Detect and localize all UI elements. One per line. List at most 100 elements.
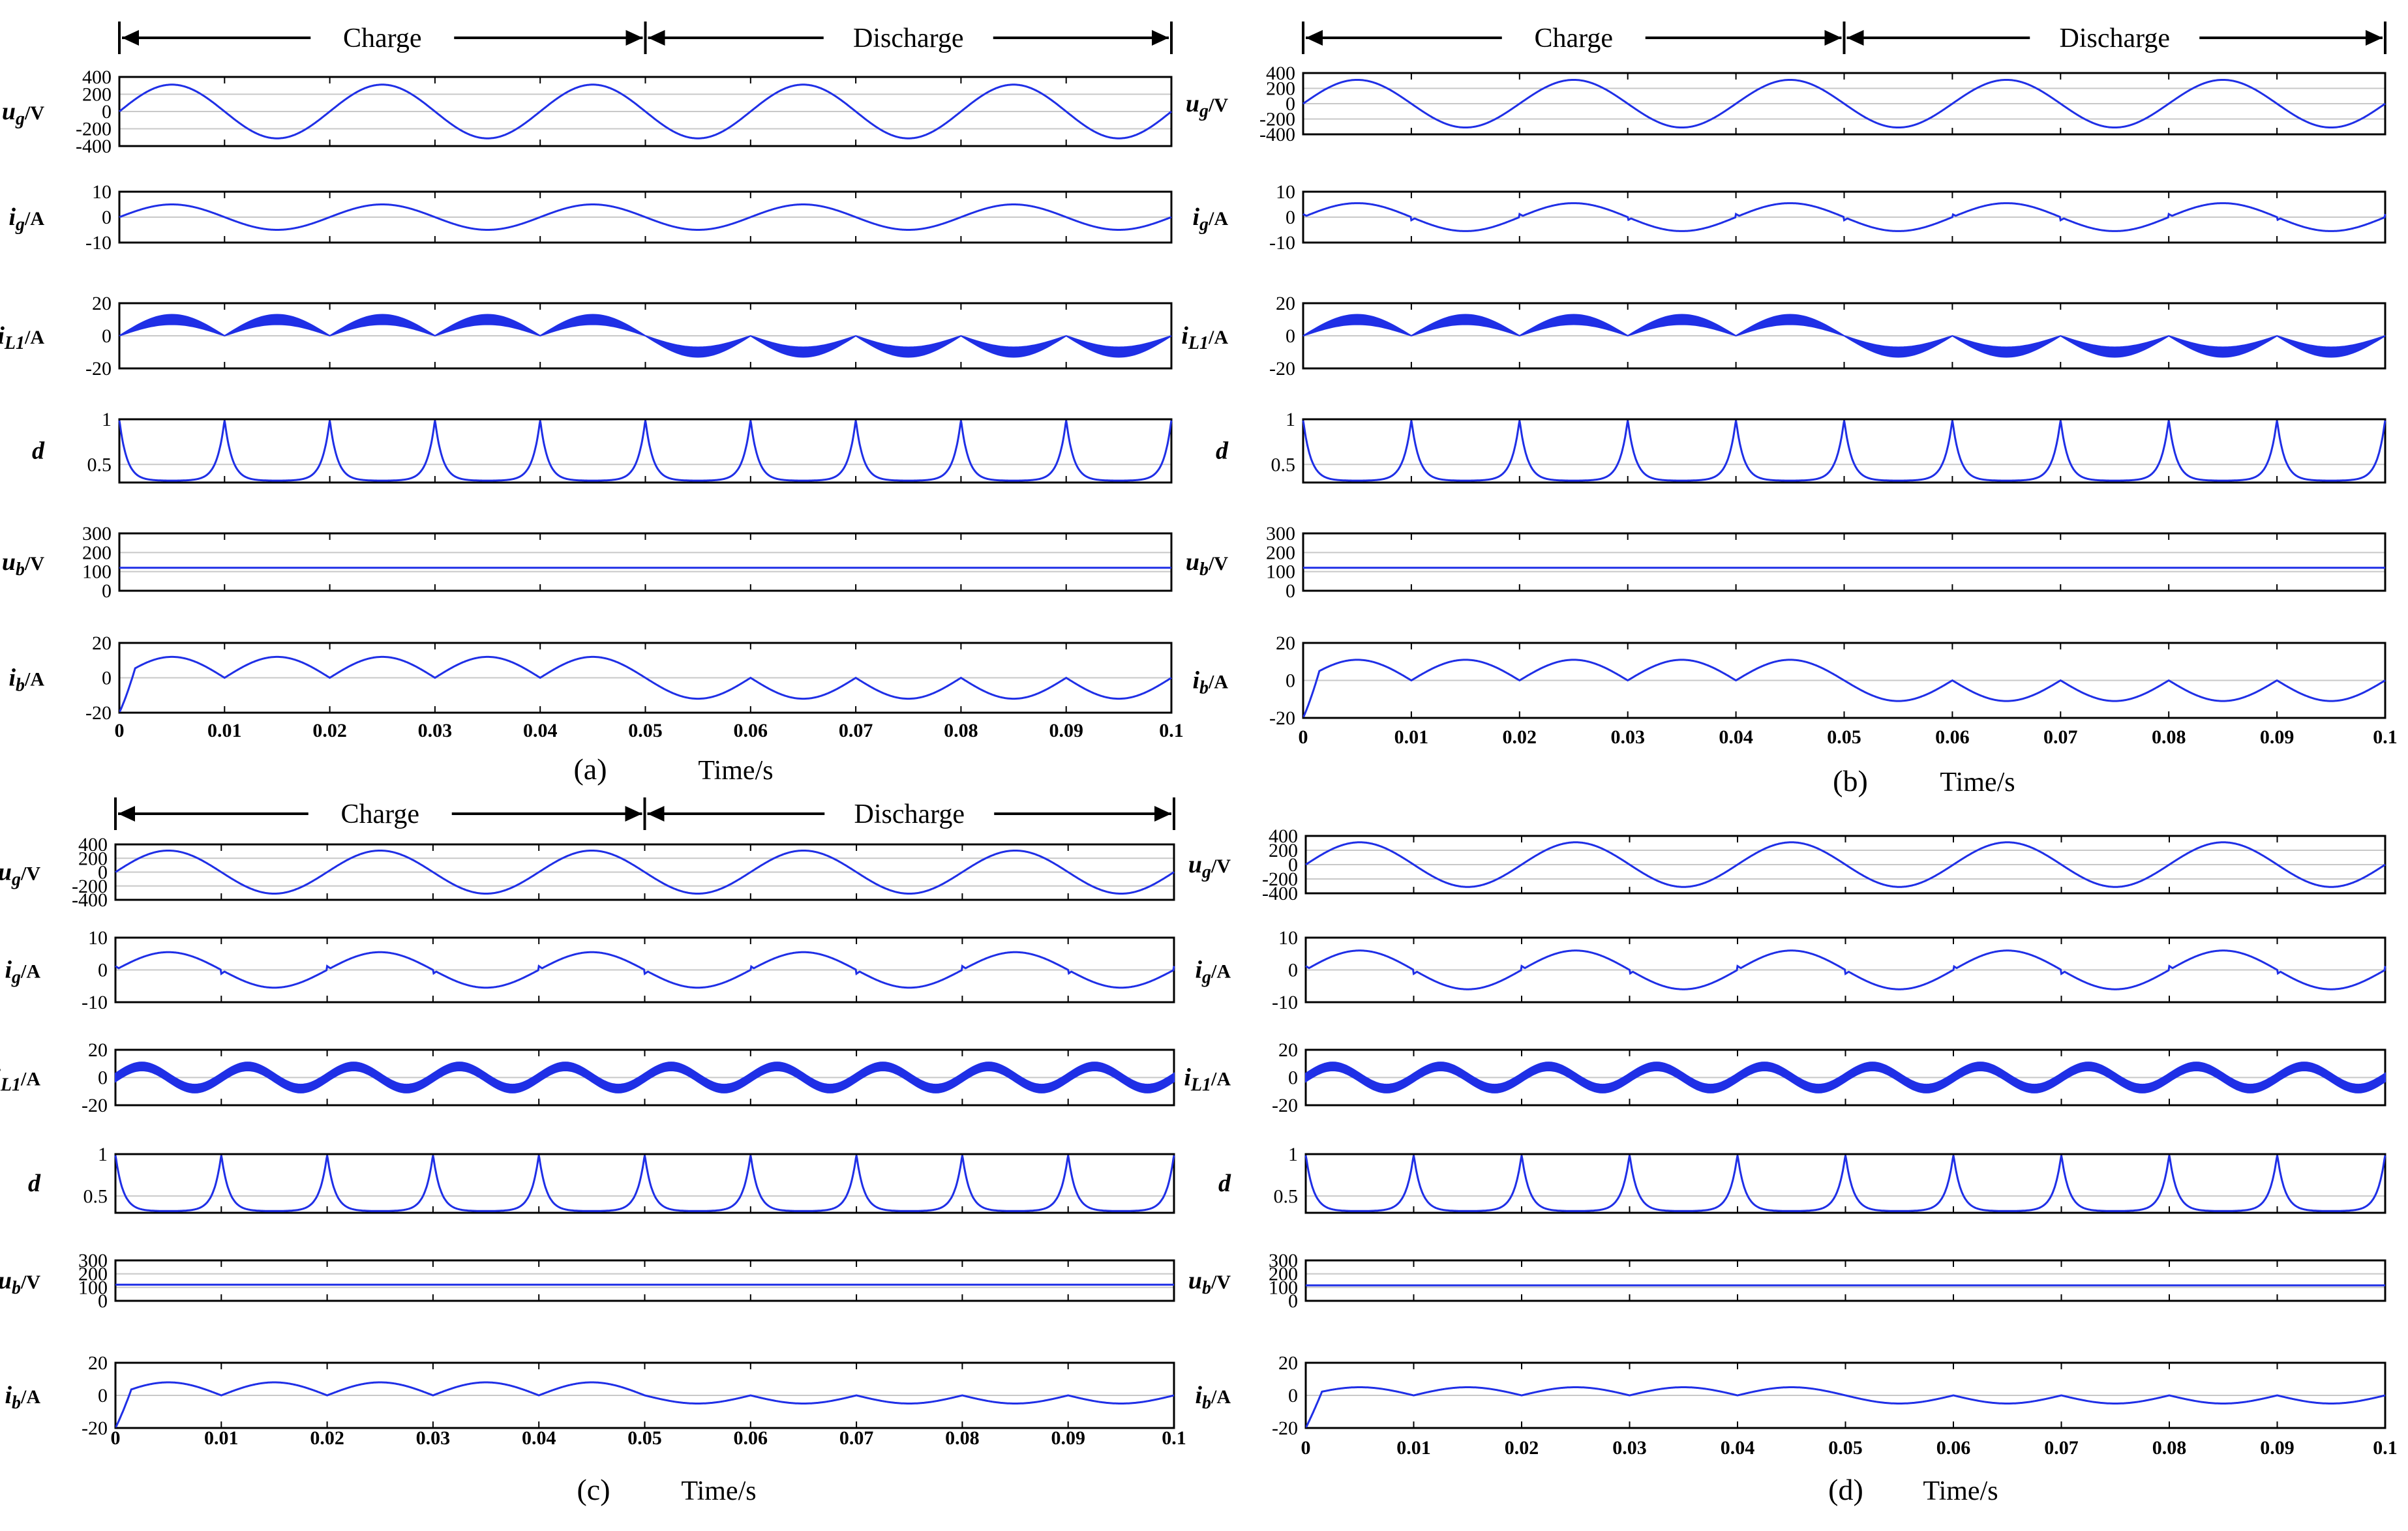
y-tick-label: 0	[102, 207, 112, 228]
y-axis-label: ub/V	[2, 548, 44, 580]
x-tick-label: 0.03	[418, 720, 453, 741]
x-tick-label: 0.06	[734, 1427, 768, 1449]
x-tick-label: 0	[115, 720, 125, 741]
series-ig	[1305, 949, 2386, 990]
x-tick-label: 0.01	[1394, 726, 1429, 748]
y-tick-label: 100	[78, 1277, 108, 1298]
plot-frame	[1302, 418, 2386, 484]
signal-d: 1 0.5 d	[1216, 409, 2386, 484]
y-tick-label: 0.5	[83, 1185, 108, 1207]
y-axis-label: ib/A	[5, 1382, 40, 1413]
y-tick-label: 300	[82, 523, 112, 544]
series-iL1-band	[119, 314, 1172, 358]
signal-ig: 10 0 -10 ig/A	[1192, 181, 2386, 254]
y-tick-label: 20	[92, 293, 112, 314]
series-ug	[119, 83, 1172, 140]
y-tick-label: -20	[1269, 707, 1295, 729]
series-ig	[115, 951, 1175, 989]
y-axis-label: d	[1216, 438, 1229, 465]
y-axis-label: ig/A	[1195, 957, 1231, 988]
y-tick-label: -400	[72, 889, 108, 911]
x-tick-label: 0.07	[839, 1427, 874, 1449]
panel-label: (c)	[577, 1473, 610, 1506]
mode-label-charge: Charge	[1534, 23, 1613, 53]
signal-d: 1 0.5 d	[32, 409, 1173, 484]
chart-panel-a: 4002000-200-400ug/V100-10ig/A200-20iL1/A…	[0, 22, 1184, 786]
y-tick-label: 0	[1288, 1067, 1298, 1089]
y-tick-label: 10	[88, 927, 108, 949]
series-d	[114, 1155, 1175, 1212]
y-axis-label: ig/A	[8, 203, 44, 235]
x-tick-label: 0	[1301, 1437, 1311, 1459]
y-tick-label: 200	[82, 542, 112, 563]
y-tick-label: -20	[1272, 1095, 1298, 1116]
y-tick-label: 200	[1269, 1264, 1298, 1285]
y-axis-label: ib/A	[1192, 667, 1228, 698]
y-tick-label: 0.5	[1271, 454, 1296, 475]
x-tick-label: 0.04	[522, 1427, 556, 1449]
x-tick-label: 0.06	[734, 720, 768, 741]
y-axis-label: ug/V	[0, 859, 40, 890]
y-tick-label: -200	[1262, 869, 1298, 890]
y-tick-label: 20	[88, 1039, 108, 1061]
y-axis-label: iL1/A	[0, 322, 44, 353]
mode-label-discharge: Discharge	[2060, 23, 2171, 53]
signal-ib: 20 0 -20 ib/A	[8, 632, 1173, 724]
x-tick-label: 0.07	[2044, 1437, 2079, 1459]
x-tick-label: 0.09	[2260, 726, 2295, 748]
y-tick-label: -400	[1262, 883, 1298, 904]
y-tick-label: -200	[76, 119, 112, 140]
y-axis-label: d	[1218, 1170, 1231, 1197]
x-tick-label: 0.1	[1162, 1427, 1186, 1449]
y-tick-label: 0	[98, 960, 108, 981]
series-iL1-band	[115, 1062, 1175, 1093]
mode-label-charge: Charge	[340, 799, 419, 829]
y-axis-label: ub/V	[0, 1267, 40, 1298]
panel-label: (b)	[1833, 764, 1868, 797]
y-tick-label: -10	[1272, 992, 1298, 1013]
y-tick-label: 400	[1269, 825, 1298, 847]
series-ug	[1302, 79, 2386, 128]
y-tick-label: 10	[1276, 181, 1295, 203]
panel-label: (a)	[573, 752, 607, 786]
y-tick-label: 200	[78, 848, 108, 869]
plot-frame	[1304, 1259, 2386, 1302]
x-tick-label: 0.02	[310, 1427, 344, 1449]
y-tick-label: 0	[1286, 670, 1295, 692]
y-tick-label: -200	[1259, 109, 1295, 130]
y-tick-label: 0	[1288, 960, 1298, 981]
series-ib	[1305, 1386, 2386, 1428]
y-tick-label: 0	[1288, 1385, 1298, 1406]
x-tick-label: 0.04	[1721, 1437, 1755, 1459]
series-ig	[1302, 202, 2386, 232]
y-tick-label: 400	[78, 834, 108, 855]
y-tick-label: 0	[1286, 580, 1295, 602]
x-tick-label: 0.06	[1935, 726, 1970, 748]
series-ig	[119, 203, 1172, 231]
x-tick-label: 0.08	[944, 720, 978, 741]
mode-annotation: Charge Discharge	[1302, 22, 2386, 54]
series-iL1-band	[1302, 314, 2386, 358]
y-tick-label: 20	[1278, 1352, 1298, 1374]
signal-iL1: 20 0 -20 iL1/A	[1181, 293, 2386, 379]
series-ib	[119, 655, 1172, 713]
y-axis-label: ib/A	[1195, 1382, 1231, 1413]
y-axis-label: iL1/A	[1181, 322, 1228, 353]
series-d	[1304, 1155, 2386, 1212]
x-tick-label: 0.08	[2152, 1437, 2187, 1459]
x-tick-label: 0	[1299, 726, 1308, 748]
signal-ig: 10 0 -10 ig/A	[8, 181, 1173, 254]
y-axis-label: ub/V	[1186, 548, 1228, 580]
x-tick-label: 0.03	[416, 1427, 451, 1449]
series-d	[1302, 420, 2386, 482]
y-tick-label: 10	[1278, 927, 1298, 949]
y-tick-label: 200	[1266, 78, 1295, 100]
y-tick-label: 1	[98, 1144, 108, 1165]
x-tick-label: 0.04	[523, 720, 558, 741]
signal-iL1: 20 0 -20 iL1/A	[0, 293, 1173, 379]
y-tick-label: 400	[82, 67, 112, 88]
x-tick-label: 0	[111, 1427, 121, 1449]
